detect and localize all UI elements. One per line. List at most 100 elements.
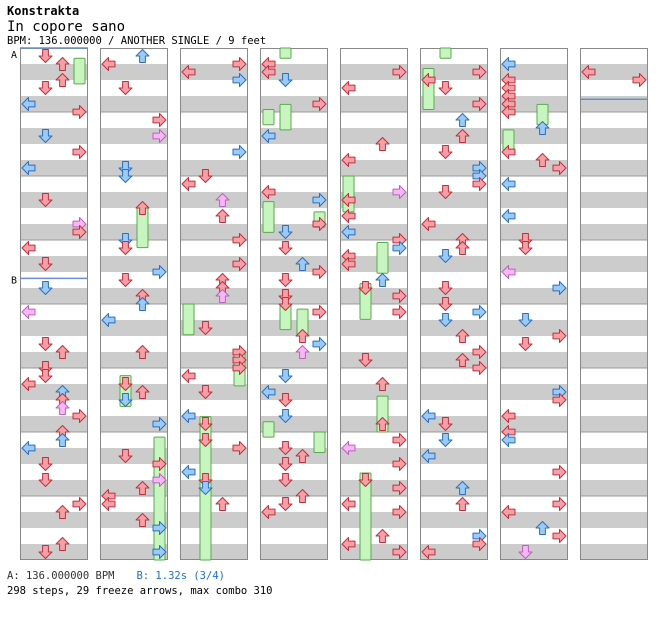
step-arrow-up: [455, 481, 470, 495]
step-arrow-down: [38, 81, 53, 95]
step-arrow-left: [341, 441, 356, 455]
lane-stripe: [500, 320, 568, 336]
step-arrow-right: [392, 65, 407, 79]
lane-stripe: [500, 416, 568, 432]
lane-stripe: [260, 544, 328, 560]
lane-stripe: [100, 384, 168, 400]
lane-stripe: [100, 96, 168, 112]
lane-stripe: [100, 128, 168, 144]
step-arrow-right: [152, 521, 167, 535]
lane-stripe: [580, 64, 648, 80]
step-arrow-down: [438, 297, 453, 311]
step-arrow-right: [232, 257, 247, 271]
lane-stripe: [100, 480, 168, 496]
lane-stripe: [580, 160, 648, 176]
step-arrow-right: [552, 465, 567, 479]
step-arrow-left: [21, 97, 36, 111]
lane-stripe: [260, 480, 328, 496]
step-arrow-right: [552, 393, 567, 407]
step-arrow-right: [472, 345, 487, 359]
step-arrow-left: [421, 449, 436, 463]
step-arrow-left: [341, 81, 356, 95]
step-arrow-right: [72, 497, 87, 511]
lane-stripe: [260, 160, 328, 176]
lane-stripe: [180, 416, 248, 432]
step-arrow-up: [295, 489, 310, 503]
lane-stripe: [580, 224, 648, 240]
step-arrow-down: [438, 417, 453, 431]
step-arrow-right: [632, 73, 647, 87]
lane-stripe: [100, 288, 168, 304]
lane-stripe: [180, 384, 248, 400]
lane-stripe: [500, 448, 568, 464]
lane-stripe: [100, 256, 168, 272]
lane-stripe: [20, 128, 88, 144]
lane-stripe: [580, 384, 648, 400]
chart-column: [20, 48, 88, 560]
step-arrow-down: [198, 433, 213, 447]
step-arrow-left: [101, 313, 116, 327]
lane-stripe: [260, 352, 328, 368]
step-arrow-left: [101, 57, 116, 71]
step-arrow-down: [118, 169, 133, 183]
step-arrow-right: [312, 193, 327, 207]
lane-stripe: [420, 192, 488, 208]
step-arrow-right: [312, 97, 327, 111]
lane-stripe: [580, 352, 648, 368]
lane-stripe: [340, 224, 408, 240]
step-arrow-left: [581, 65, 596, 79]
step-arrow-down: [198, 385, 213, 399]
step-arrow-down: [438, 313, 453, 327]
lane-stripe: [20, 320, 88, 336]
step-arrow-left: [421, 409, 436, 423]
freeze-arrow: [73, 57, 86, 85]
lane-stripe: [260, 128, 328, 144]
step-arrow-left: [341, 537, 356, 551]
lane-stripe: [180, 448, 248, 464]
lane-stripe: [500, 352, 568, 368]
step-arrow-right: [152, 545, 167, 559]
lane-stripe: [180, 192, 248, 208]
lane-stripe: [420, 352, 488, 368]
lane-stripe: [580, 416, 648, 432]
bpm-line: A: 136.000000 BPM B: 1.32s (3/4): [7, 570, 225, 582]
lane-stripe: [20, 448, 88, 464]
step-arrow-up: [135, 345, 150, 359]
step-arrow-up: [55, 505, 70, 519]
step-arrow-up: [135, 481, 150, 495]
lane-stripe: [20, 224, 88, 240]
step-arrow-up: [455, 113, 470, 127]
lane-stripe: [420, 448, 488, 464]
step-arrow-down: [278, 297, 293, 311]
step-arrow-down: [358, 473, 373, 487]
step-arrow-right: [472, 97, 487, 111]
step-arrow-down: [38, 193, 53, 207]
step-arrow-up: [455, 497, 470, 511]
lane-stripe: [260, 224, 328, 240]
step-arrow-down: [38, 457, 53, 471]
lane-stripe: [420, 224, 488, 240]
step-arrow-left: [261, 185, 276, 199]
chart-stats: 298 steps, 29 freeze arrows, max combo 3…: [7, 585, 273, 597]
lane-stripe: [100, 512, 168, 528]
lane-stripe: [100, 448, 168, 464]
bpm-a: A: 136.000000 BPM: [7, 570, 115, 582]
lane-stripe: [180, 160, 248, 176]
step-arrow-up: [295, 329, 310, 343]
step-arrow-left: [501, 105, 516, 119]
step-arrow-right: [392, 185, 407, 199]
lane-stripe: [500, 384, 568, 400]
step-arrow-left: [181, 65, 196, 79]
bpm-b: B: 1.32s (3/4): [136, 570, 225, 582]
step-arrow-left: [341, 257, 356, 271]
lane-stripe: [580, 480, 648, 496]
step-arrow-down: [438, 249, 453, 263]
step-arrow-left: [261, 129, 276, 143]
step-arrow-left: [501, 265, 516, 279]
step-arrow-down: [278, 241, 293, 255]
step-arrow-left: [261, 65, 276, 79]
column-border: [580, 48, 648, 560]
lane-stripe: [100, 544, 168, 560]
step-arrow-up: [535, 121, 550, 135]
step-arrow-down: [518, 313, 533, 327]
